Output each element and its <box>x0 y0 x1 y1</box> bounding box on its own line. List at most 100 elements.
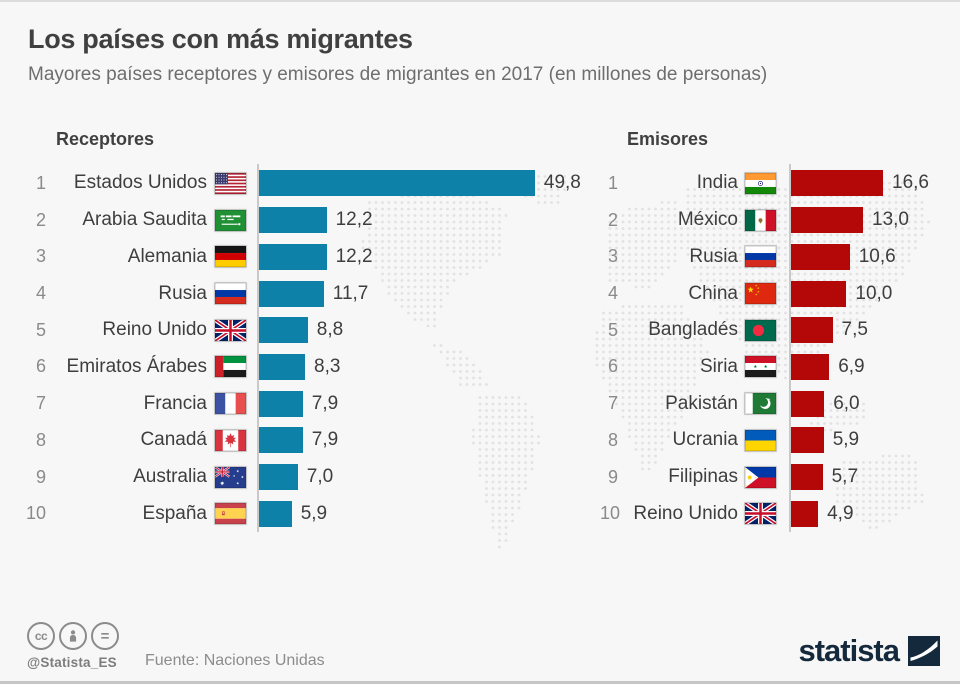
chart-row: 7 Francia 7,9 <box>20 385 600 422</box>
bar <box>791 317 833 344</box>
rank-label: 2 <box>607 209 618 230</box>
value-label: 12,2 <box>335 245 373 267</box>
country-label: Reino Unido <box>633 502 738 524</box>
rank-label: 6 <box>607 356 618 377</box>
value-label: 6,9 <box>838 355 865 377</box>
receptors-chart: Receptores 1 Estados Unidos 49,8 2 Arabia Sa… <box>20 129 600 532</box>
bar <box>791 280 847 307</box>
chart-row: 9 Australia 7,0 <box>20 459 600 496</box>
flag-wrap <box>744 282 777 306</box>
value-label: 10,0 <box>855 282 893 304</box>
chart-row: 3 Alemania 12,2 <box>20 238 600 275</box>
country-label: Filipinas <box>668 466 738 488</box>
rank-label: 6 <box>35 356 46 377</box>
bar <box>259 280 324 307</box>
cc-icon: cc <box>27 622 55 650</box>
page-title: Los países con más migrantes <box>28 24 413 54</box>
bar <box>791 243 850 270</box>
flag-wrap <box>214 171 247 195</box>
value-label: 6,0 <box>833 392 860 414</box>
bar <box>791 353 830 380</box>
bar <box>791 170 883 197</box>
value-label: 12,2 <box>335 209 373 231</box>
attribution-person-icon <box>59 622 87 650</box>
equals-icon: = <box>91 622 119 650</box>
bar <box>259 353 305 380</box>
value-label: 5,9 <box>300 502 328 524</box>
flag-wrap <box>744 355 777 379</box>
flag-wrap <box>214 208 247 232</box>
chart-row: 2 México 13,0 <box>600 202 960 239</box>
emitters-axis-line <box>789 164 791 532</box>
flag-icon-sy <box>744 355 777 379</box>
flag-icon-mx <box>744 208 777 232</box>
flag-icon-ph <box>744 465 777 489</box>
value-label: 7,0 <box>306 466 334 488</box>
flag-wrap <box>214 392 247 416</box>
country-label: Emiratos Árabes <box>66 355 207 377</box>
bar <box>791 207 863 234</box>
flag-icon-fr <box>214 392 247 416</box>
flag-wrap <box>744 392 777 416</box>
rank-label: 8 <box>35 429 46 450</box>
chart-row: 5 Reino Unido 8,8 <box>20 312 600 349</box>
country-label: España <box>142 502 207 524</box>
flag-icon-au <box>214 465 247 489</box>
flag-wrap <box>744 502 777 526</box>
page-subtitle: Mayores países receptores y emisores de … <box>28 64 768 85</box>
value-label: 13,0 <box>872 209 909 231</box>
rank-label: 4 <box>35 283 46 304</box>
creative-commons-icons: cc = <box>27 622 119 650</box>
emitters-rows: 1 India 16,6 2 México 13,0 3 Rusia 10,6 4 China 10,… <box>600 165 960 532</box>
flag-wrap <box>214 465 247 489</box>
receptors-axis-line <box>257 164 259 532</box>
chart-row: 5 Bangladés 7,5 <box>600 312 960 349</box>
statista-logo: statista <box>798 633 940 668</box>
chart-row: 9 Filipinas 5,7 <box>600 459 960 496</box>
flag-icon-gb <box>744 502 777 526</box>
flag-icon-ae <box>214 355 247 379</box>
chart-row: 10 España 5,9 <box>20 495 600 532</box>
source-label: Fuente: Naciones Unidas <box>145 652 325 669</box>
bar <box>791 390 825 417</box>
rank-label: 9 <box>35 466 46 487</box>
flag-wrap <box>214 428 247 452</box>
country-label: Francia <box>143 392 207 414</box>
statista-wordmark: statista <box>798 633 900 668</box>
flag-icon-de <box>214 245 247 269</box>
rank-label: 4 <box>607 283 618 304</box>
flag-icon-sa <box>214 208 247 232</box>
flag-wrap <box>744 465 777 489</box>
country-label: Reino Unido <box>102 319 207 341</box>
statista-swoosh-icon <box>908 636 940 666</box>
bar <box>259 317 308 344</box>
chart-row: 8 Canadá 7,9 <box>20 422 600 459</box>
chart-row: 1 Estados Unidos 49,8 <box>20 165 600 202</box>
value-label: 49,8 <box>543 172 581 194</box>
rank-label: 3 <box>35 246 46 267</box>
bar <box>259 390 303 417</box>
rank-label: 7 <box>35 393 46 414</box>
country-label: México <box>677 209 738 231</box>
rank-label: 1 <box>607 172 618 193</box>
rank-label: 10 <box>25 503 46 524</box>
rank-label: 5 <box>35 319 46 340</box>
flag-icon-ca <box>214 428 247 452</box>
flag-icon-ru <box>744 245 777 269</box>
chart-row: 2 Arabia Saudita 12,2 <box>20 202 600 239</box>
chart-row: 10 Reino Unido 4,9 <box>600 495 960 532</box>
rank-label: 2 <box>35 209 46 230</box>
country-label: Rusia <box>158 282 207 304</box>
chart-row: 1 India 16,6 <box>600 165 960 202</box>
value-label: 10,6 <box>858 245 896 267</box>
value-label: 8,8 <box>316 319 344 341</box>
chart-row: 6 Emiratos Árabes 8,3 <box>20 349 600 386</box>
bar <box>259 500 292 527</box>
chart-row: 4 Rusia 11,7 <box>20 275 600 312</box>
value-label: 7,9 <box>311 429 339 451</box>
value-label: 11,7 <box>332 282 369 304</box>
country-label: China <box>688 282 738 304</box>
country-label: Australia <box>133 466 207 488</box>
emitters-chart: Emisores 1 India 16,6 2 México 13,0 3 Rusia 10,6… <box>600 129 960 532</box>
value-label: 7,5 <box>841 319 868 341</box>
